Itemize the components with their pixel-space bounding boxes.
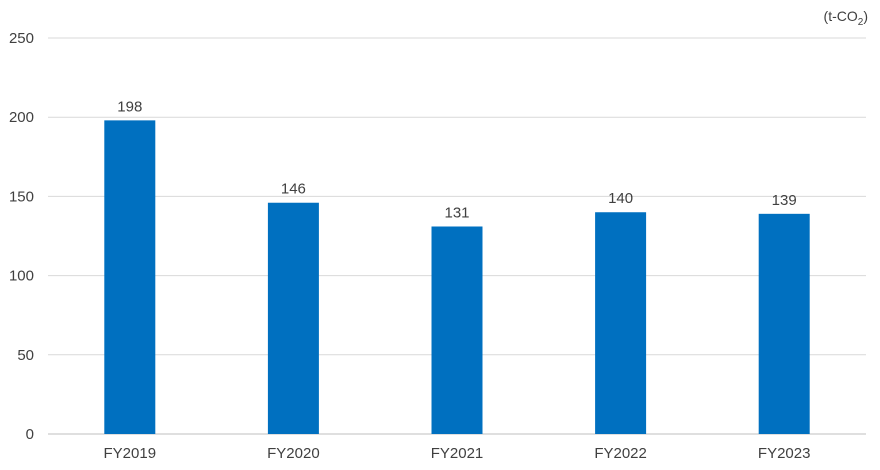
data-label: 140: [608, 190, 633, 207]
x-tick-label: FY2020: [267, 445, 320, 462]
data-label: 131: [444, 204, 469, 221]
data-labels: 198 146 131 140 139: [117, 98, 796, 221]
x-axis: FY2019 FY2020 FY2021 FY2022 FY2023: [104, 445, 811, 462]
data-label: 198: [117, 98, 142, 115]
y-tick-label: 50: [17, 347, 34, 364]
y-tick-label: 150: [9, 188, 34, 205]
y-axis: 0 50 100 150 200 250: [9, 30, 34, 443]
y-tick-label: 0: [26, 426, 34, 443]
data-label: 146: [281, 181, 306, 198]
bar: [758, 213, 810, 434]
unit-label: (t-CO2): [824, 8, 868, 28]
y-tick-label: 100: [9, 268, 34, 285]
x-tick-label: FY2023: [758, 445, 811, 462]
bar: [431, 226, 483, 434]
y-tick-label: 200: [9, 109, 34, 126]
bar: [595, 212, 647, 434]
bar: [104, 120, 156, 435]
x-tick-label: FY2019: [104, 445, 157, 462]
bar: [267, 202, 319, 434]
x-tick-label: FY2021: [431, 445, 484, 462]
x-tick-label: FY2022: [594, 445, 647, 462]
y-tick-label: 250: [9, 30, 34, 47]
bars: [104, 120, 810, 435]
data-label: 139: [772, 192, 797, 209]
